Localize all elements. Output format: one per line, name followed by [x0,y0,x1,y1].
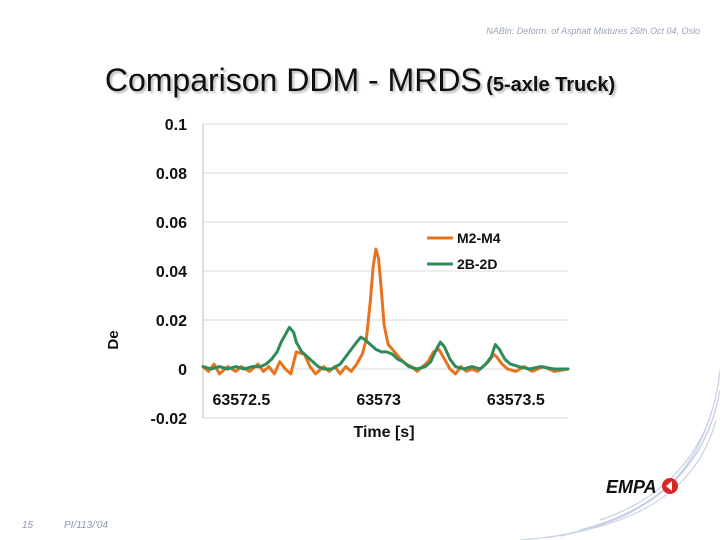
page-number: 15 [22,520,34,531]
y-tick-label: -0.02 [151,411,188,428]
y-tick-label: 0.06 [156,215,187,232]
slide-title-sub: (5-axle Truck) [486,74,616,96]
y-tick-label: 0.02 [156,313,187,330]
empa-logo: EMPA [606,474,682,505]
y-tick-label: 0.04 [156,264,187,281]
line-chart: 0.1 0.08 0.06 0.04 0.02 0 -0.02 63572.5 63573 635… [105,117,570,441]
series-line-m2-m4 [201,247,570,376]
slide-title-main: Comparison DDM - MRDS [104,62,482,98]
y-tick-label: 0 [178,362,187,379]
empa-logo-mark-cut [666,481,672,491]
chart-area: 0.1 0.08 0.06 0.04 0.02 0 -0.02 63572.5 63573 635… [96,112,592,448]
x-tick-label: 63572.5 [212,392,270,409]
series-line-2b-2d [201,325,570,371]
legend-label: M2-M4 [457,230,501,246]
swoosh-line [599,369,720,521]
x-tick-label: 63573 [356,392,401,409]
empa-logo-text: EMPA [606,477,657,497]
legend-label: 2B-2D [457,256,497,272]
header-note: NABin: Deform. of Asphalt Mixtures 26th … [486,26,700,36]
y-tick-label: 0.08 [156,166,187,183]
y-axis-label: De [105,330,122,349]
slide-title: Comparison DDM - MRDS (5-axle Truck) [0,62,720,99]
y-tick-label: 0.1 [165,117,187,134]
swoosh-line [519,419,717,540]
x-tick-label: 63573.5 [487,392,545,409]
x-axis-label: Time [s] [353,424,414,441]
footer-code: PI/113/'04 [64,520,108,531]
